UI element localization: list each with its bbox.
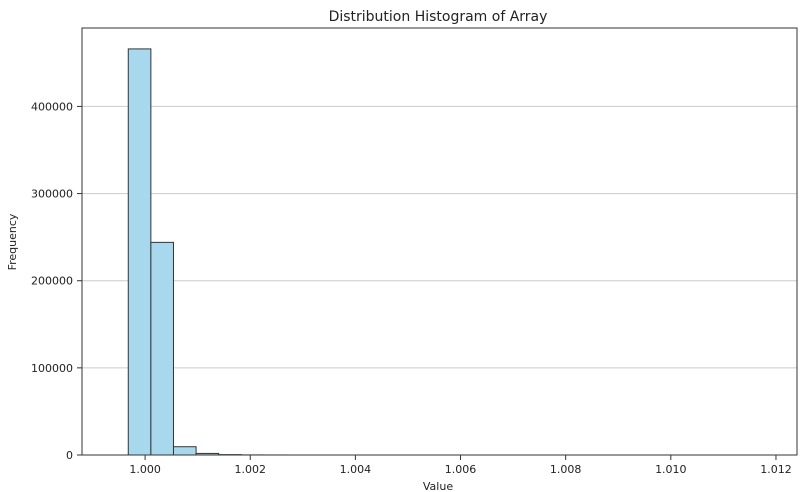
x-tick-label: 1.008: [550, 463, 582, 476]
x-axis-ticks: 1.000 1.002 1.004 1.006 1.008 1.010 1.012: [129, 455, 792, 476]
y-tick-label: 200000: [31, 275, 73, 288]
x-tick-label: 1.010: [655, 463, 687, 476]
plot-area-frame: [81, 27, 798, 456]
histogram-bars: [127, 48, 288, 456]
y-tick-label: 400000: [31, 100, 73, 113]
x-tick-label: 1.000: [129, 463, 161, 476]
y-tick-label: 300000: [31, 188, 73, 201]
x-tick-label: 1.006: [445, 463, 477, 476]
histogram-bar: [172, 446, 197, 456]
chart-title: Distribution Histogram of Array: [329, 9, 548, 25]
x-tick-label: 1.002: [234, 463, 266, 476]
histogram-bar: [150, 241, 174, 456]
histogram-bar: [127, 48, 152, 456]
y-axis-label: Frequency: [6, 213, 19, 270]
x-tick-label: 1.004: [340, 463, 372, 476]
x-tick-label: 1.012: [760, 463, 792, 476]
grid-lines: [82, 105, 797, 369]
y-axis-ticks: 0 100000 200000 300000 400000: [31, 100, 82, 462]
y-tick-label: 100000: [31, 362, 73, 375]
x-axis-label: Value: [423, 480, 453, 492]
y-tick-label: 0: [66, 449, 73, 462]
